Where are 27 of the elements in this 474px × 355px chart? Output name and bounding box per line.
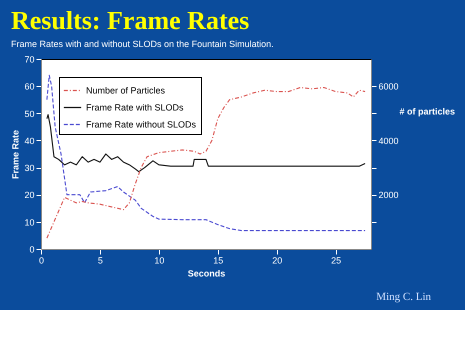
x-axis-title: Seconds (188, 268, 226, 278)
y-tick-label: 70 (24, 54, 34, 64)
y2-tick-label: 2000 (378, 190, 399, 200)
y2-tick-label: 4000 (378, 136, 399, 146)
y2-axis-title: # of particles (400, 106, 456, 116)
x-tick-label: 20 (272, 256, 282, 266)
y-tick-label: 30 (24, 163, 34, 174)
y-tick-label: 50 (24, 108, 34, 119)
legend-label: Frame Rate without SLODs (86, 120, 197, 130)
line-series (46, 114, 366, 172)
y2-tick-label: 6000 (378, 82, 399, 92)
legend-label: Number of Particles (86, 86, 166, 96)
chart-title: Results: Frame Rates (10, 6, 250, 35)
y-tick-label: 40 (24, 136, 34, 146)
x-tick-label: 5 (98, 256, 103, 266)
y-tick-label: 0 (29, 244, 34, 254)
legend-label: Frame Rate with SLODs (86, 102, 184, 112)
x-tick-label: 15 (213, 256, 224, 266)
y-axis-title: Frame Rate (10, 130, 20, 180)
y-tick-label: 60 (24, 82, 34, 92)
x-tick-label: 10 (154, 256, 164, 266)
text: Ming C. Lin (376, 291, 432, 303)
chart-subtitle: Frame Rates with and without SLODs on the Fountain Simulation. (10, 39, 274, 49)
x-tick-label: 25 (331, 256, 342, 266)
y-tick-label: 10 (24, 217, 34, 228)
y-tick-label: 20 (24, 190, 34, 200)
x-tick-label: 0 (38, 256, 44, 266)
